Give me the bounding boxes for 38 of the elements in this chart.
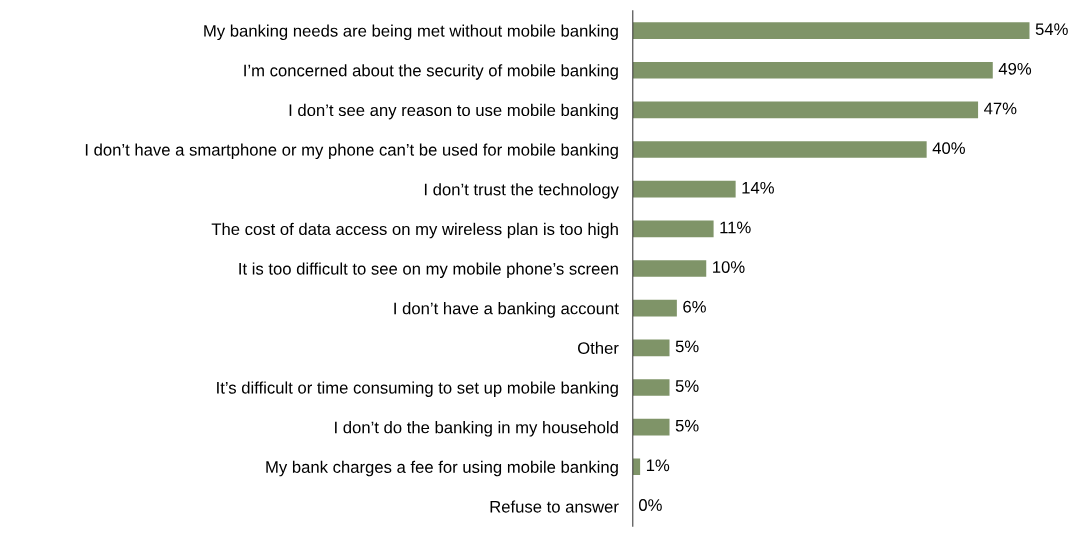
y-tick-label: I don’t see any reason to use mobile banking (289, 103, 618, 120)
y-tick-label: I don’t do the banking in my household (335, 421, 618, 437)
y-tick-label: It is too difficult to see on my mobile phone’s screen (239, 262, 618, 278)
data-label: 54% (1035, 23, 1068, 36)
data-label: 5% (675, 380, 699, 392)
y-tick-label: It’s difficult or time consuming to set up mobile banking (217, 381, 618, 397)
data-label: 5% (675, 340, 699, 353)
bar (632, 61, 993, 79)
bar (632, 379, 670, 396)
bar (632, 180, 736, 198)
y-tick-label: I don’t have a banking account (394, 302, 619, 318)
bar (632, 458, 641, 476)
y-tick-label: I’m concerned about the security of mobile banking (244, 64, 618, 80)
bar (632, 260, 707, 277)
y-tick-label: I don’t have a smartphone or my phone can’t be used for mobile banking (85, 143, 618, 160)
data-label: 11% (720, 221, 751, 234)
bar (632, 141, 927, 158)
data-label: 1% (646, 459, 670, 472)
bar (632, 418, 670, 436)
data-label: 40% (932, 142, 965, 155)
y-tick-label: I don’t trust the technology (424, 183, 619, 199)
data-label: 10% (713, 261, 745, 273)
bar (632, 220, 714, 238)
bar (632, 101, 979, 119)
bar (632, 339, 670, 357)
bar (632, 22, 1030, 39)
data-label: 0% (638, 499, 662, 511)
y-tick-label: My banking needs are being met without mobile banking (204, 24, 618, 41)
data-label: 14% (742, 181, 774, 194)
bar (632, 299, 677, 317)
data-label: 6% (683, 300, 706, 313)
y-tick-label: Refuse to answer (490, 500, 619, 513)
y-tick-label: My bank charges a fee for using mobile banking (266, 460, 618, 477)
data-label: 47% (984, 102, 1017, 115)
y-tick-label: Other (578, 341, 619, 355)
data-label: 49% (998, 62, 1032, 75)
y-tick-label: The cost of data access on my wireless plan is too high (211, 222, 618, 239)
data-label: 5% (675, 419, 699, 432)
